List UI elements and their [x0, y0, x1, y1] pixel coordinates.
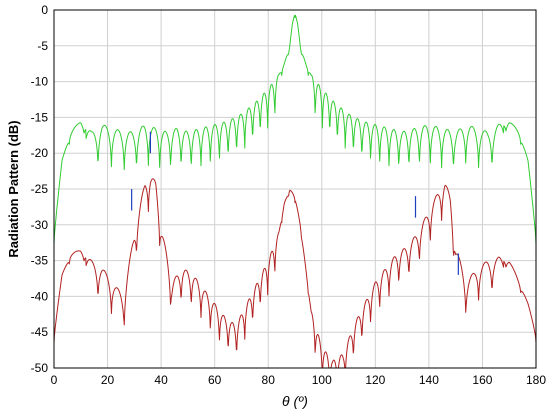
plot-frame [53, 9, 537, 369]
y-tick-label: -50 [31, 361, 49, 375]
x-tick-label: 20 [101, 373, 115, 387]
y-axis-label: Radiation Pattern (dB) [6, 120, 21, 257]
x-tick-label: 80 [262, 373, 276, 387]
series-layer [53, 14, 537, 369]
x-tick-label: 120 [365, 373, 385, 387]
y-tick-label: -40 [31, 289, 49, 303]
series-line-1 [53, 14, 537, 245]
x-tick-label: 140 [419, 373, 439, 387]
x-tick-label: 180 [526, 373, 546, 387]
y-tick-label: -5 [37, 39, 48, 53]
x-tick-label: 40 [154, 373, 168, 387]
y-tick-label: -45 [31, 325, 49, 339]
y-tick-label: -10 [31, 75, 49, 89]
x-tick-label: 160 [472, 373, 492, 387]
x-tick-labels: 0 20 40 60 80 100 120 140 160 180 [51, 373, 547, 387]
x-tick-label: 60 [208, 373, 222, 387]
x-tick-label: 0 [51, 373, 58, 387]
series-line-2 [53, 178, 537, 369]
y-tick-label: -15 [31, 110, 49, 124]
y-tick-label: -20 [31, 146, 49, 160]
x-axis-label: θ (º) [282, 393, 308, 409]
x-tick-label: 100 [312, 373, 332, 387]
grid [53, 9, 537, 369]
y-tick-labels: 0 -5 -10 -15 -20 -25 -30 -35 -40 -45 -50 [31, 3, 49, 375]
y-tick-label: -35 [31, 254, 49, 268]
y-tick-label: 0 [41, 3, 48, 17]
y-tick-label: -30 [31, 218, 49, 232]
y-tick-label: -25 [31, 182, 49, 196]
